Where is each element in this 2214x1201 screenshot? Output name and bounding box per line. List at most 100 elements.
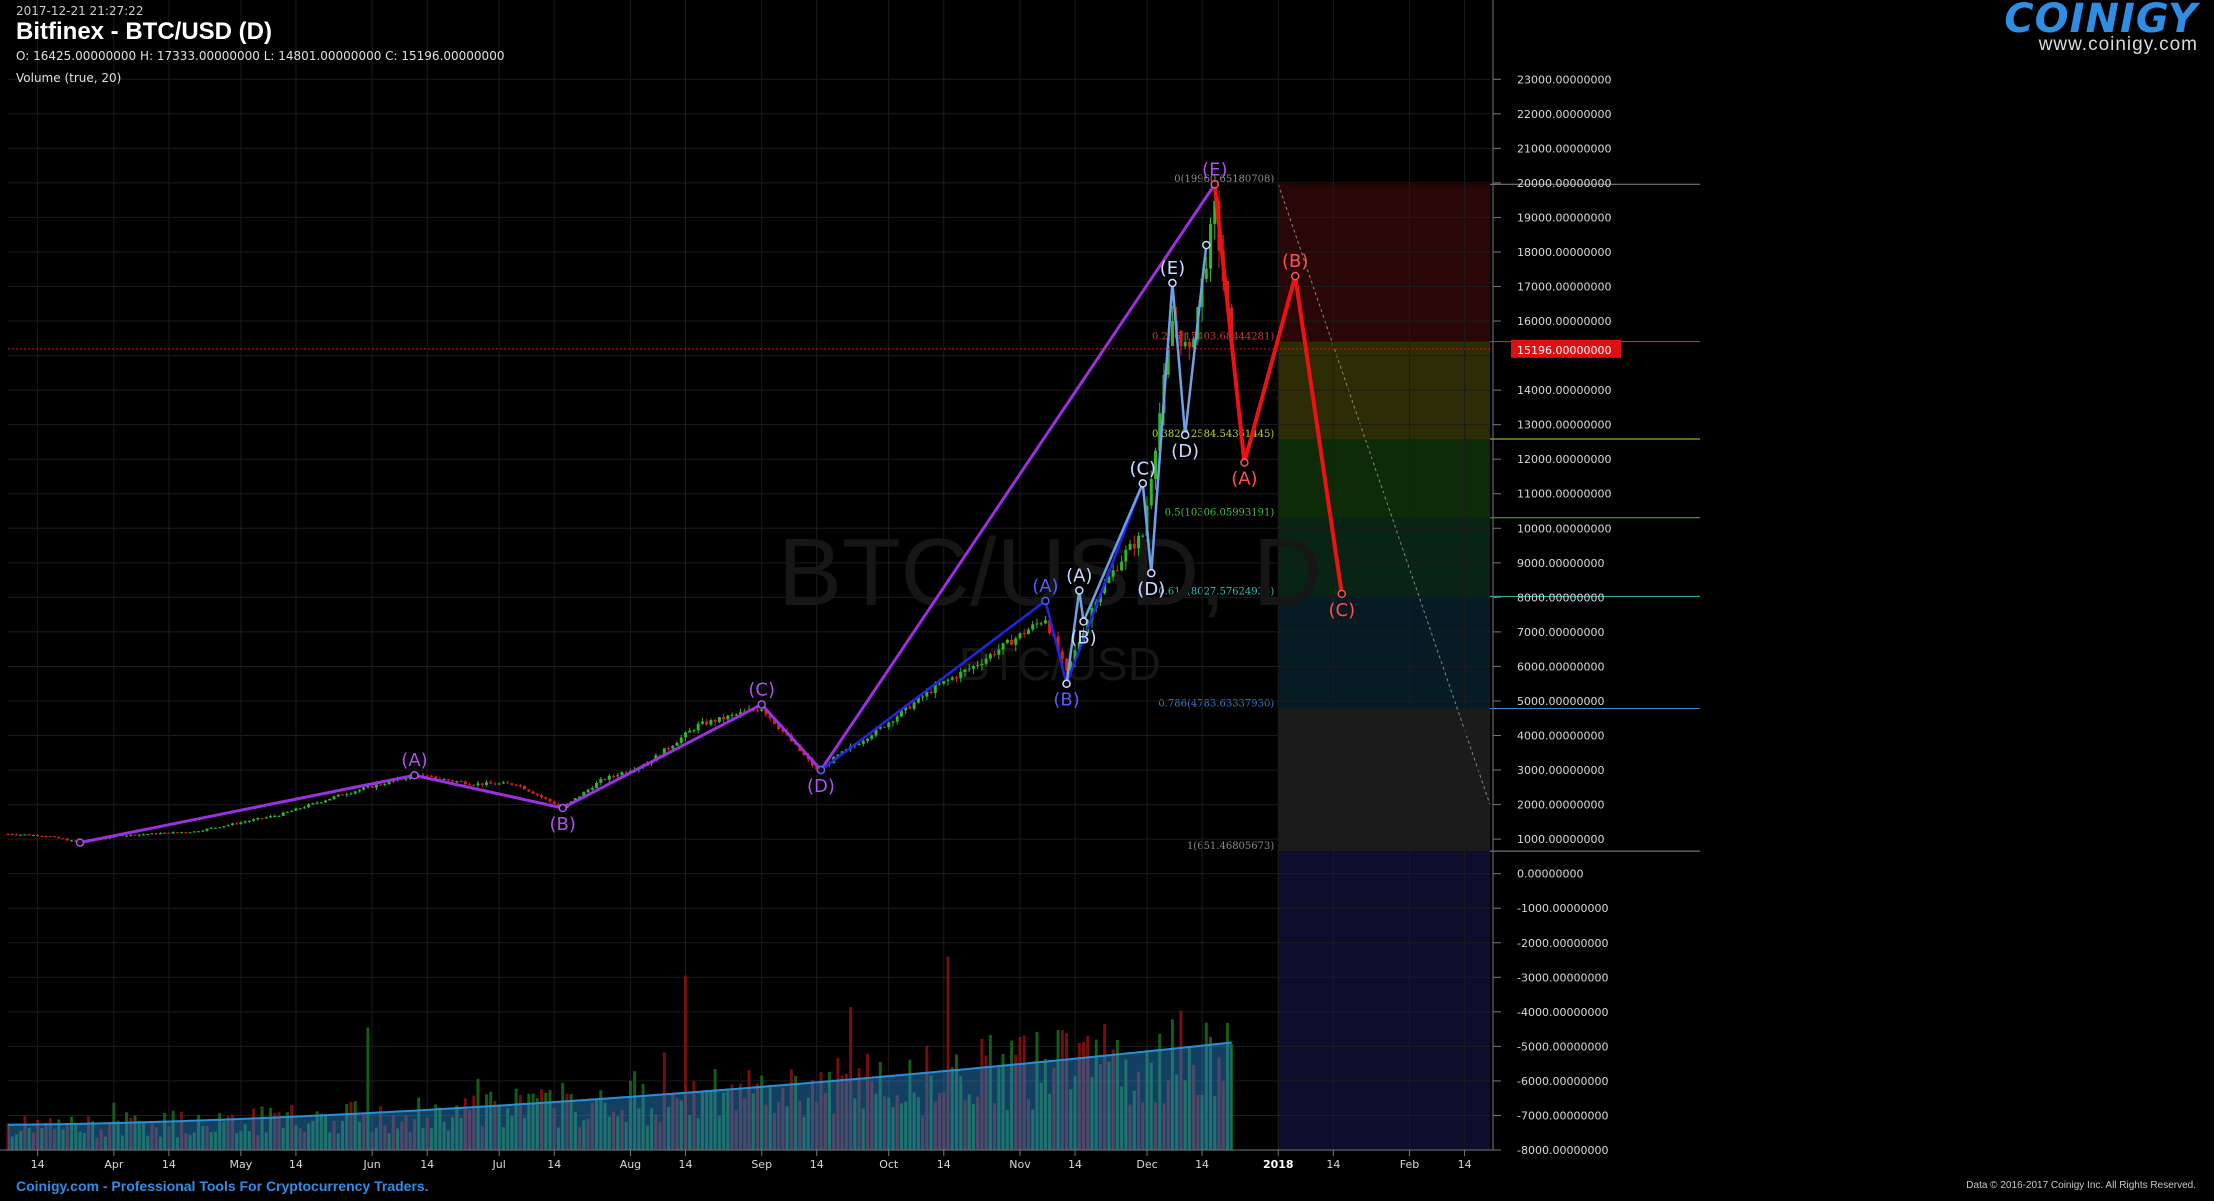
volume-bar <box>417 1097 421 1150</box>
volume-bar <box>1001 1053 1005 1150</box>
volume-bar <box>514 1088 518 1150</box>
volume-bar <box>459 1117 463 1150</box>
candle-body <box>269 816 273 818</box>
volume-bar <box>675 1098 679 1150</box>
volume-bar <box>468 1109 472 1150</box>
y-tick-label: 16000.00000000 <box>1517 315 1611 328</box>
candle-body <box>1166 346 1170 375</box>
volume-bars <box>6 956 1234 1150</box>
volume-bar <box>463 1098 467 1150</box>
volume-bar <box>688 1115 692 1150</box>
coinigy-logo[interactable]: COINIGY www.coinigy.com <box>2004 0 2198 56</box>
candle-body <box>256 818 260 820</box>
volume-bar <box>133 1115 137 1150</box>
light-wave-label: (B) <box>1070 628 1096 649</box>
volume-bar <box>197 1114 201 1150</box>
candle-body <box>726 715 730 720</box>
primary-wave-point <box>410 770 419 780</box>
candle-body <box>192 831 196 833</box>
volume-bar <box>510 1115 514 1150</box>
volume-bar <box>641 1083 645 1150</box>
watermark-line1: BTC/USD, D <box>778 519 1322 626</box>
volume-bar <box>1115 1039 1119 1150</box>
volume-bar <box>1225 1022 1229 1150</box>
volume-bar <box>298 1128 302 1150</box>
volume-bar <box>713 1069 717 1150</box>
volume-bar <box>760 1075 764 1150</box>
volume-bar <box>1166 1080 1170 1150</box>
y-tick-label: 12000.00000000 <box>1517 453 1611 466</box>
volume-bar <box>1158 1033 1162 1150</box>
light-wave-label: (D) <box>1137 579 1165 600</box>
candle-body <box>429 775 433 777</box>
volume-bar <box>980 1038 984 1150</box>
volume-bar <box>899 1103 903 1150</box>
volume-bar <box>595 1099 599 1150</box>
volume-bar <box>844 1073 848 1150</box>
candle-body <box>315 802 319 804</box>
y-tick-label: 1000.00000000 <box>1517 833 1604 846</box>
candle-body <box>527 789 531 792</box>
volume-bar <box>70 1116 74 1150</box>
volume-bar <box>836 1057 840 1150</box>
volume-bar <box>751 1093 755 1150</box>
x-tick-label: 14 <box>162 1158 176 1171</box>
y-tick-label: -2000.00000000 <box>1517 937 1608 950</box>
volume-bar <box>870 1081 874 1150</box>
volume-bar <box>387 1133 391 1150</box>
candle-body <box>14 834 18 836</box>
footer-tagline[interactable]: Coinigy.com - Professional Tools For Cry… <box>16 1178 429 1194</box>
volume-bar <box>14 1134 18 1150</box>
volume-bar <box>19 1130 23 1150</box>
candle-body <box>1204 268 1208 279</box>
candle-body <box>984 658 988 664</box>
candle-body <box>895 716 899 722</box>
blue-wave-label: (A) <box>1032 576 1058 597</box>
volume-bar <box>942 1092 946 1150</box>
volume-bar <box>451 1117 455 1150</box>
volume-bar <box>882 1096 886 1150</box>
candle-body <box>582 792 586 797</box>
candle-body <box>1183 341 1187 347</box>
volume-bar <box>916 1097 920 1150</box>
candle-body <box>484 782 488 785</box>
candle-body <box>1209 223 1213 269</box>
fib-zone <box>1278 439 1490 518</box>
volume-bar <box>82 1133 86 1150</box>
volume-bar <box>374 1127 378 1150</box>
volume-bar <box>722 1092 726 1150</box>
volume-bar <box>1098 1064 1102 1150</box>
volume-bar <box>887 1097 891 1150</box>
projection-wave-label: (B) <box>1282 251 1308 272</box>
candle-body <box>493 783 497 785</box>
volume-bar <box>103 1136 107 1150</box>
volume-bar <box>480 1125 484 1150</box>
volume-bar <box>603 1102 607 1150</box>
candle-body <box>921 696 925 698</box>
candle-body <box>1022 633 1026 635</box>
y-tick-label: 21000.00000000 <box>1517 142 1611 155</box>
volume-bar <box>294 1125 298 1150</box>
candle-body <box>1149 479 1153 506</box>
primary-wave-line <box>79 183 1217 845</box>
candle-body <box>722 716 726 720</box>
volume-bar <box>307 1123 311 1150</box>
volume-indicator-label[interactable]: Volume (true, 20) <box>16 71 122 85</box>
candle-body <box>620 772 624 776</box>
candle-body <box>764 709 768 715</box>
volume-bar <box>578 1127 582 1150</box>
volume-bar <box>150 1123 154 1150</box>
candle-body <box>1158 413 1162 451</box>
volume-bar <box>1128 1104 1132 1150</box>
candle-body <box>23 834 27 836</box>
candle-body <box>616 775 620 777</box>
candle-body <box>548 798 552 802</box>
candle-body <box>768 714 772 719</box>
volume-bar <box>332 1121 336 1150</box>
volume-bar <box>1111 1049 1115 1150</box>
y-tick-label: 7000.00000000 <box>1517 626 1604 639</box>
candle-body <box>912 702 916 709</box>
volume-bar <box>789 1069 793 1150</box>
candle-body <box>328 798 332 801</box>
